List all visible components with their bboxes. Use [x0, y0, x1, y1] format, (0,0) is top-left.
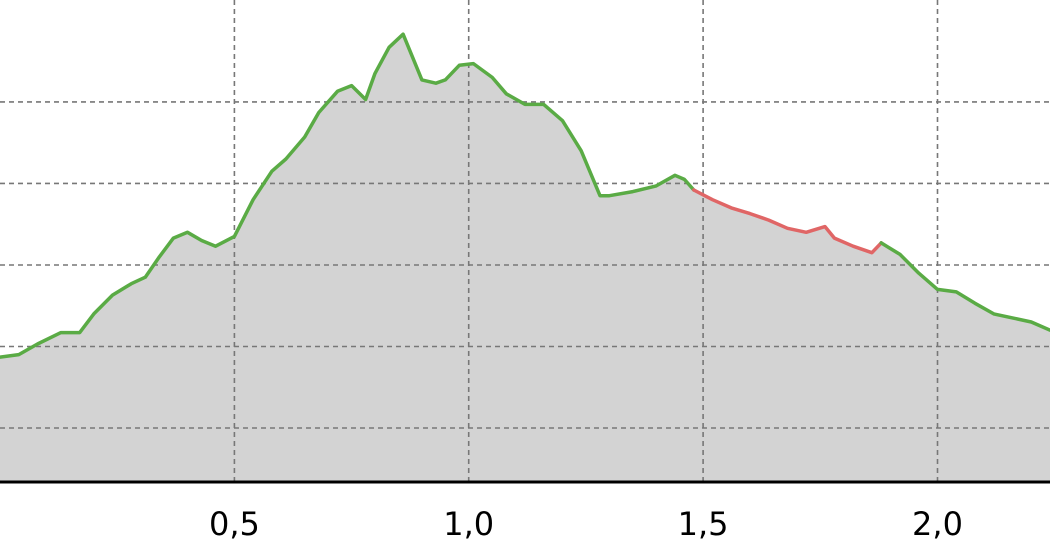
x-tick-label: 0,5 — [209, 505, 260, 543]
series-layer — [0, 32, 1050, 359]
axis-layer: 0,5 1,0 1,5 2,0 — [0, 480, 1050, 543]
elevation-area-fill — [0, 34, 1050, 481]
elevation-line-segment-1 — [692, 188, 883, 255]
area-layer — [0, 34, 1050, 481]
x-tick-label: 2,0 — [912, 505, 963, 543]
gridlines — [0, 0, 1050, 481]
x-tick-label: 1,0 — [443, 505, 494, 543]
x-tick-label: 1,5 — [678, 505, 729, 543]
elevation-line-segment-2 — [879, 241, 1050, 332]
elevation-line-segment-0 — [0, 32, 696, 359]
